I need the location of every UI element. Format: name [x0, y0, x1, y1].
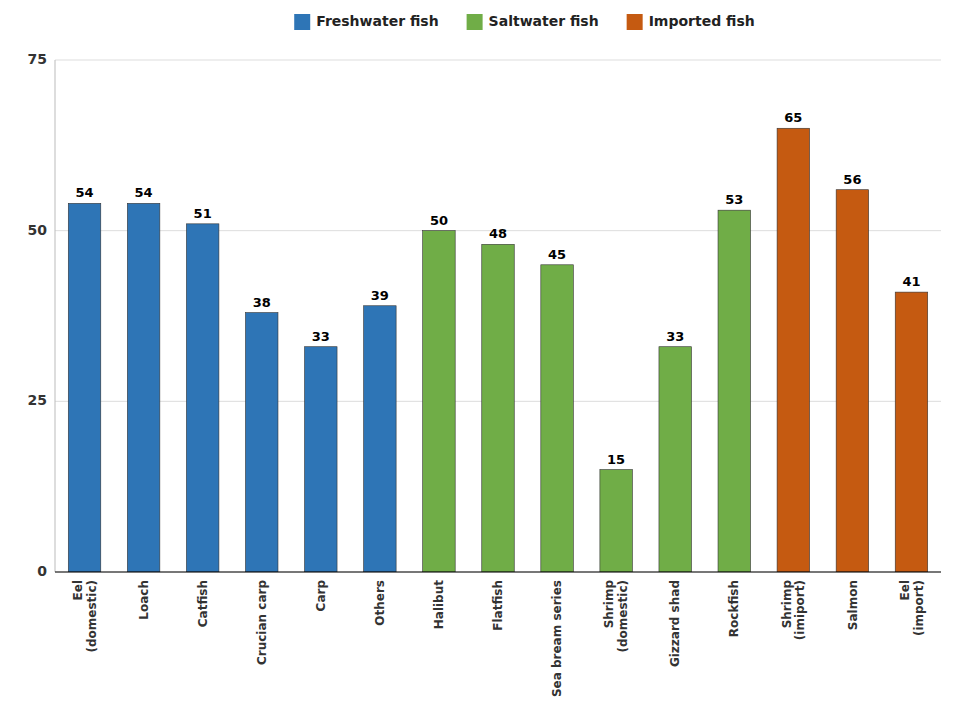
data-label: 41: [902, 274, 920, 289]
data-label: 65: [784, 110, 802, 125]
x-tick-label: Gizzard shad: [668, 580, 682, 667]
legend-swatch: [467, 14, 483, 30]
y-tick-label: 25: [28, 392, 47, 408]
bar: [541, 265, 573, 572]
x-tick-label: Crucian carp: [255, 580, 269, 665]
x-tick-label: Loach: [137, 580, 151, 620]
bar: [777, 128, 809, 572]
bar: [68, 203, 100, 572]
x-tick-label: Others: [373, 580, 387, 626]
data-label: 38: [253, 295, 271, 310]
data-label: 39: [371, 288, 389, 303]
x-tick-label: Flatfish: [491, 580, 505, 631]
bar: [482, 244, 514, 572]
data-label: 15: [607, 452, 625, 467]
y-axis: 0 25 50 75: [28, 51, 48, 579]
x-tick-label: Shrimp(imiport): [780, 580, 808, 641]
x-tick-label: Eel(import): [898, 580, 926, 636]
data-label: 33: [666, 329, 684, 344]
bar: [718, 210, 750, 572]
bar: [127, 203, 159, 572]
x-axis: Eel(domestic) Loach Catfish Crucian carp Car…: [71, 580, 926, 697]
y-tick-label: 0: [37, 563, 47, 579]
bars: [68, 128, 927, 572]
bar: [423, 231, 455, 572]
data-label: 50: [430, 213, 448, 228]
chart: 0 25 50 75 54 54 51 38 33 39 50 48 45 15 33 53 65 56 41 Eel…: [0, 0, 961, 722]
legend-label: Freshwater fish: [316, 13, 438, 29]
legend-label: Imported fish: [649, 13, 755, 29]
y-tick-label: 50: [28, 222, 48, 238]
x-tick-label: Sea bream series: [550, 580, 564, 697]
bar: [305, 347, 337, 572]
data-label: 33: [312, 329, 330, 344]
legend-swatch: [294, 14, 310, 30]
data-label: 51: [194, 206, 212, 221]
legend-swatch: [627, 14, 643, 30]
x-tick-label: Catfish: [196, 580, 210, 627]
bar: [836, 190, 868, 572]
grid-line: [55, 572, 941, 573]
x-tick-label: Salmon: [846, 580, 860, 630]
bar: [364, 306, 396, 572]
data-label: 54: [135, 185, 153, 200]
grid-line: [55, 60, 941, 61]
bar: [659, 347, 691, 572]
bar: [186, 224, 218, 572]
data-labels: 54 54 51 38 33 39 50 48 45 15 33 53 65 56 41: [75, 110, 920, 466]
data-label: 48: [489, 226, 507, 241]
y-tick-label: 75: [28, 51, 47, 67]
x-tick-label: Carp: [314, 580, 328, 612]
grid: [55, 60, 941, 572]
data-label: 54: [75, 185, 93, 200]
bar: [600, 470, 632, 572]
x-tick-label: Rockfish: [727, 580, 741, 637]
x-tick-label: Halibut: [432, 580, 446, 630]
bar: [245, 313, 277, 572]
legend: Freshwater fish Saltwater fish Imported fi…: [294, 13, 755, 30]
data-label: 56: [843, 172, 861, 187]
y-axis-line: [55, 60, 56, 572]
data-label: 53: [725, 192, 743, 207]
legend-label: Saltwater fish: [489, 13, 599, 29]
x-axis-line: [55, 572, 941, 573]
x-tick-label: Eel(domestic): [71, 580, 99, 653]
x-tick-label: Shrimp(domestic): [602, 580, 630, 653]
data-label: 45: [548, 247, 566, 262]
bar: [895, 292, 927, 572]
